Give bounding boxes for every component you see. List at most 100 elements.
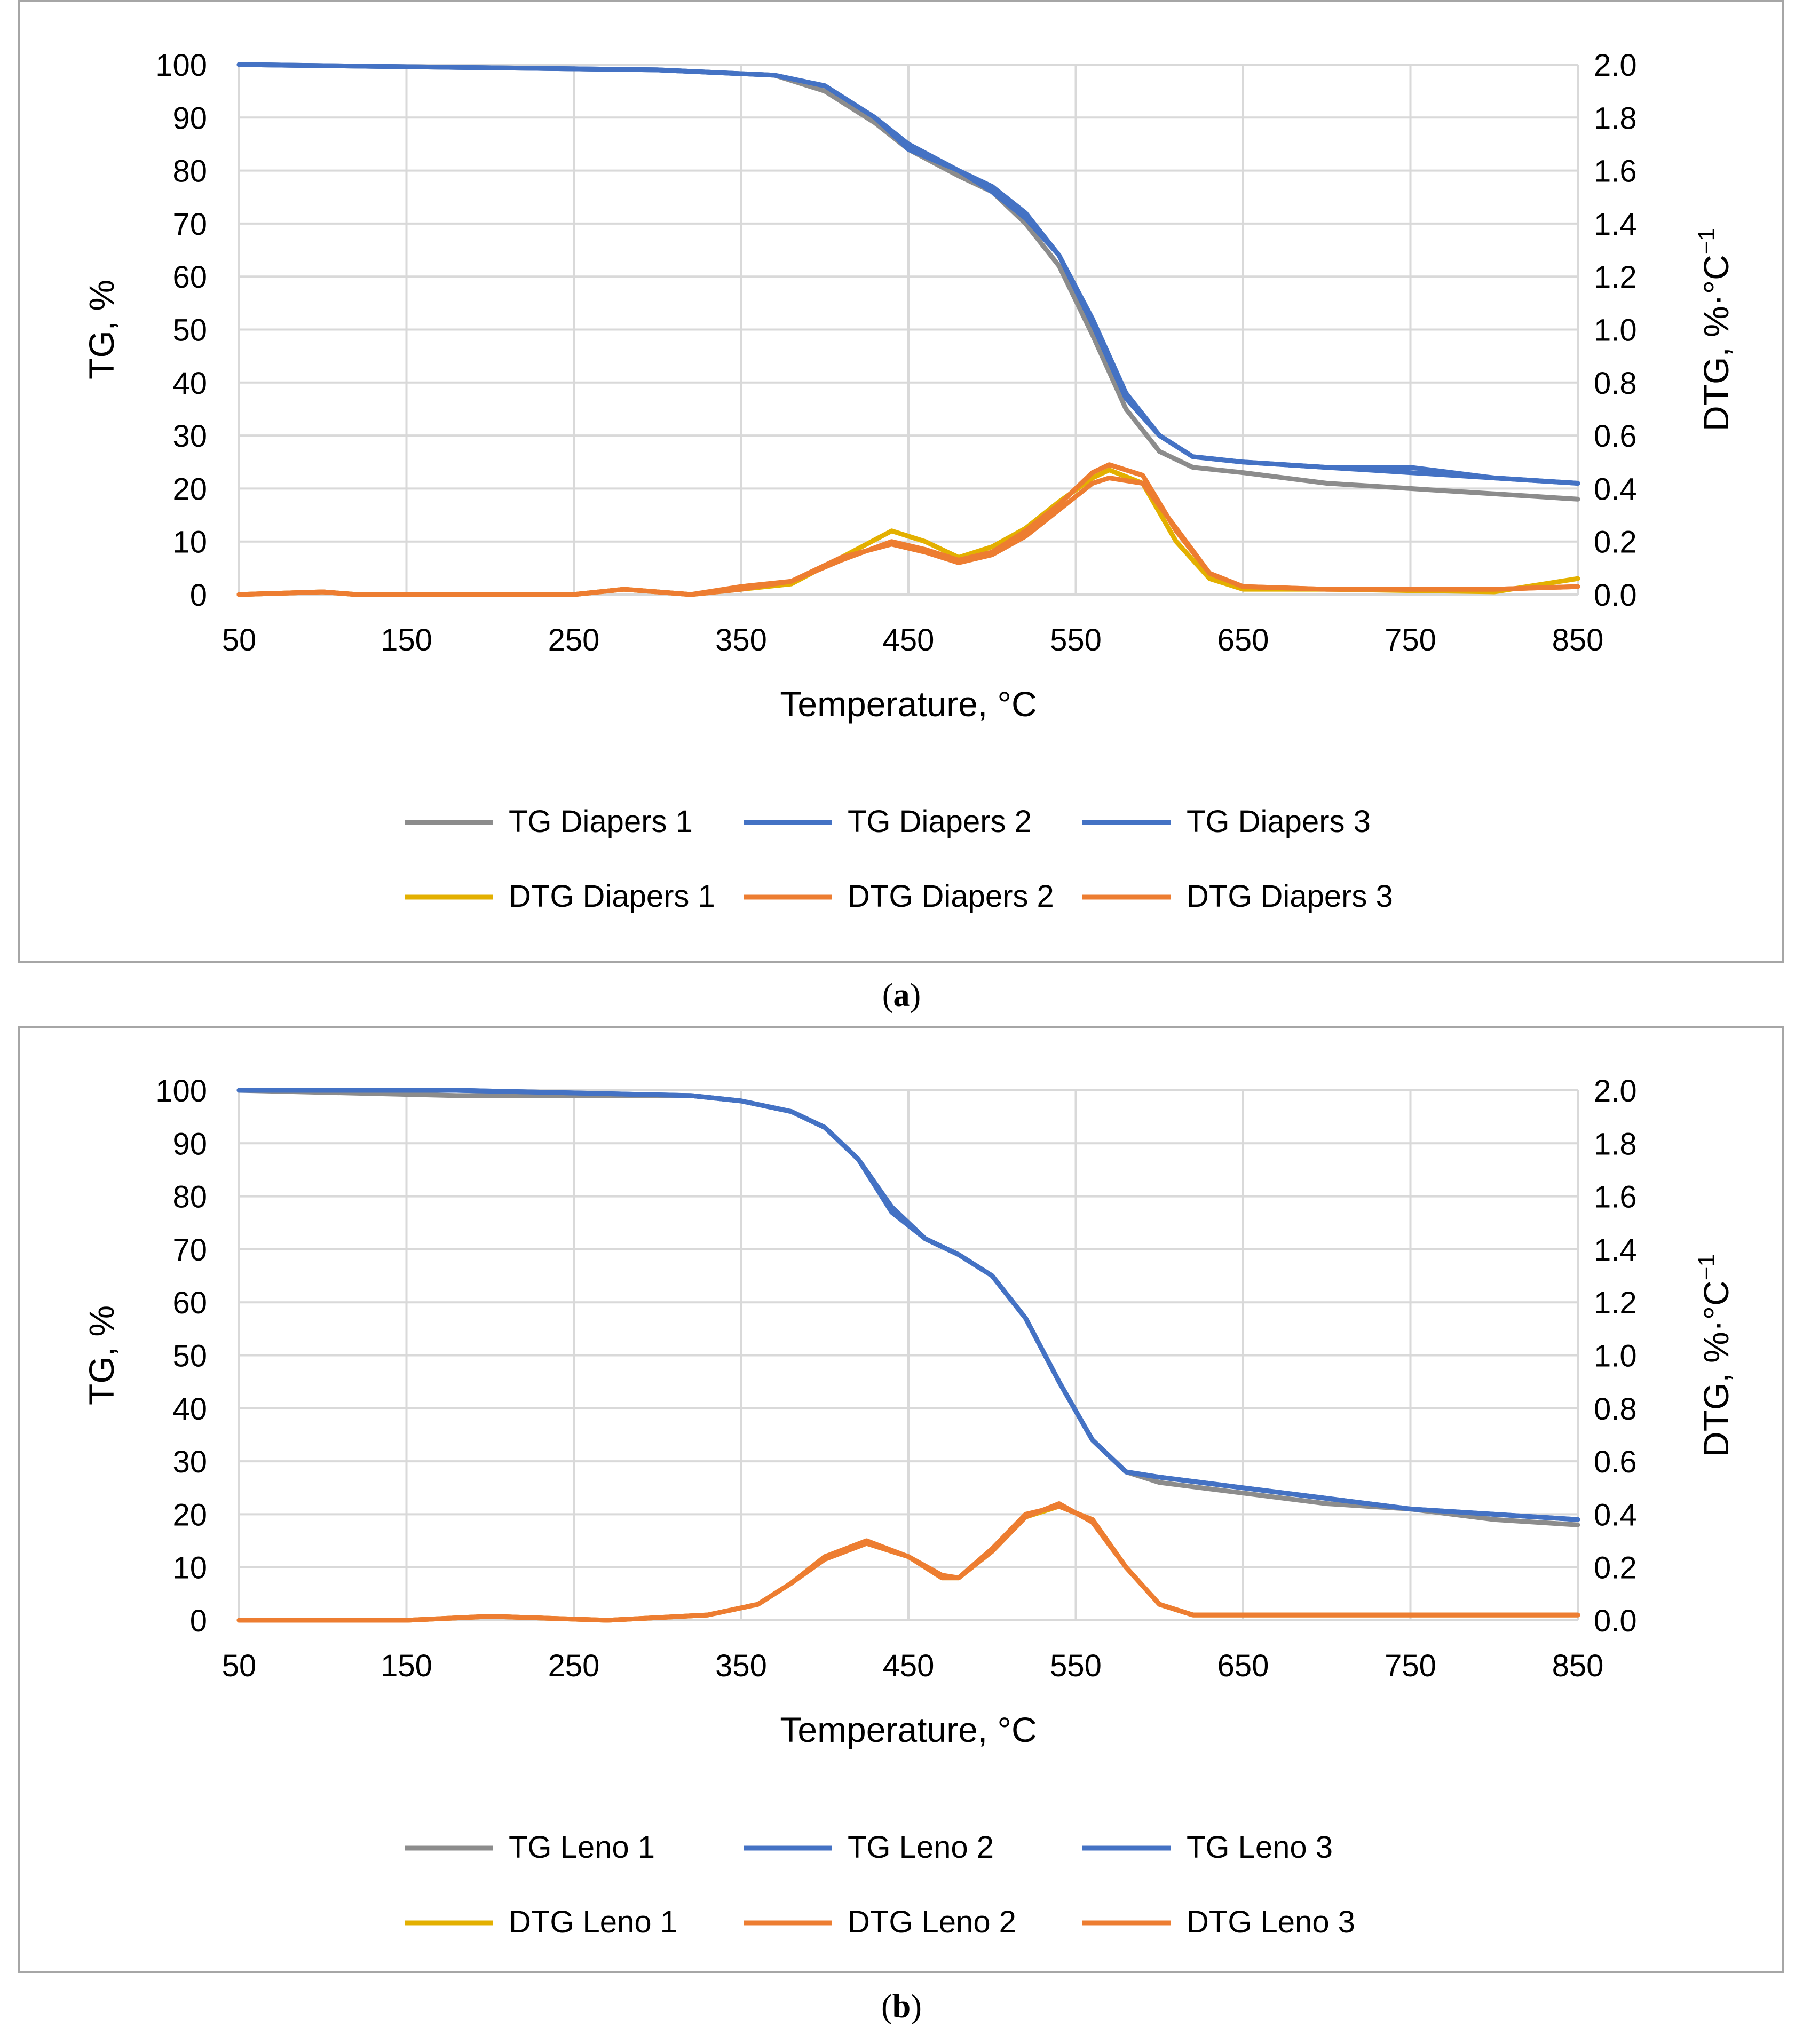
y-right-tick-label: 0.8 bbox=[1594, 1392, 1637, 1427]
chart-panel-a: 50 150 250 350 450 550 650 750 850 0 10 20 30 40 50 60 7… bbox=[18, 0, 1784, 963]
y-left-tick-label: 20 bbox=[172, 1498, 207, 1532]
y-right-tick-label: 0.6 bbox=[1594, 1445, 1637, 1479]
y-right-axis-title-superscript: −1 bbox=[1694, 228, 1720, 255]
series-group bbox=[236, 62, 1580, 597]
series-line-6 bbox=[236, 476, 1580, 597]
y-right-axis-title-main: DTG, %·°C bbox=[1696, 255, 1736, 431]
x-tick-label: 450 bbox=[883, 623, 935, 657]
y-left-tick-label: 40 bbox=[172, 366, 207, 401]
caption-b: (b) bbox=[0, 1988, 1803, 2026]
series-line-3 bbox=[236, 1088, 1580, 1522]
y-right-axis-title: DTG, %·°C−1 bbox=[1694, 228, 1736, 431]
y-left-tick-label: 10 bbox=[172, 1551, 207, 1586]
legend-label: DTG Diapers 2 bbox=[848, 879, 1054, 914]
y-right-tick-label: 1.8 bbox=[1594, 1127, 1637, 1161]
x-tick-label: 750 bbox=[1385, 623, 1436, 657]
y-left-tick-label: 80 bbox=[172, 1180, 207, 1215]
legend-label: TG Leno 2 bbox=[848, 1830, 994, 1865]
x-tick-label: 250 bbox=[548, 623, 600, 657]
chart-panel-b: 50 150 250 350 450 550 650 750 850 0 10 20 30 40 50 60 7… bbox=[18, 1026, 1784, 1973]
y-left-tick-label: 30 bbox=[172, 1445, 207, 1479]
legend-label: DTG Diapers 3 bbox=[1187, 879, 1393, 914]
y-left-tick-label: 0 bbox=[190, 1604, 207, 1638]
y-right-tick-label: 1.2 bbox=[1594, 260, 1637, 295]
x-tick-label: 50 bbox=[222, 623, 257, 657]
y-right-tick-label: 0.2 bbox=[1594, 525, 1637, 560]
legend-label: DTG Leno 2 bbox=[848, 1905, 1016, 1939]
y-left-tick-label: 30 bbox=[172, 419, 207, 454]
y-left-tick-label: 100 bbox=[155, 1074, 207, 1108]
caption-b-close: ) bbox=[911, 1988, 922, 2025]
y-right-tick-label: 1.0 bbox=[1594, 313, 1637, 348]
y-right-axis-title-superscript: −1 bbox=[1694, 1254, 1720, 1280]
y-right-tick-label: 2.0 bbox=[1594, 48, 1637, 83]
y-right-tick-label: 0.8 bbox=[1594, 366, 1637, 401]
x-tick-label: 550 bbox=[1050, 623, 1102, 657]
y-right-tick-label: 0.6 bbox=[1594, 419, 1637, 454]
chart-a: 50 150 250 350 450 550 650 750 850 0 10 20 30 40 50 60 7… bbox=[82, 48, 1736, 914]
caption-a: (a) bbox=[0, 977, 1803, 1015]
series-group bbox=[236, 1088, 1580, 1623]
y-right-tick-label: 2.0 bbox=[1594, 1074, 1637, 1108]
x-axis-title: Temperature, °C bbox=[780, 1710, 1037, 1749]
y-left-axis-title: TG, % bbox=[82, 280, 121, 379]
gridlines bbox=[238, 1089, 1579, 1621]
x-tick-label: 850 bbox=[1552, 1649, 1604, 1683]
y-right-tick-label: 0.4 bbox=[1594, 472, 1637, 506]
y-right-tick-label: 0.0 bbox=[1594, 1604, 1637, 1638]
y-right-tick-label: 1.0 bbox=[1594, 1339, 1637, 1374]
y-left-tick-label: 90 bbox=[172, 101, 207, 136]
y-left-tick-label: 70 bbox=[172, 207, 207, 242]
y-left-tick-label: 50 bbox=[172, 313, 207, 348]
series-line-6 bbox=[236, 1501, 1580, 1623]
x-tick-label: 450 bbox=[883, 1649, 935, 1683]
caption-a-open: ( bbox=[882, 977, 893, 1013]
y-right-tick-label: 1.6 bbox=[1594, 1180, 1637, 1215]
y-right-tick-label: 0.4 bbox=[1594, 1498, 1637, 1532]
x-tick-label: 250 bbox=[548, 1649, 600, 1683]
caption-a-letter: a bbox=[893, 977, 910, 1013]
caption-b-open: ( bbox=[881, 1988, 892, 2025]
legend-label: DTG Leno 1 bbox=[509, 1905, 677, 1939]
x-tick-label: 650 bbox=[1217, 1649, 1269, 1683]
chart-b: 50 150 250 350 450 550 650 750 850 0 10 20 30 40 50 60 7… bbox=[82, 1074, 1736, 1939]
series-line-3 bbox=[236, 62, 1580, 486]
y-right-tick-label: 1.4 bbox=[1594, 1233, 1637, 1267]
y-right-tick-label: 1.4 bbox=[1594, 207, 1637, 242]
x-tick-label: 850 bbox=[1552, 623, 1604, 657]
legend-label: TG Leno 3 bbox=[1187, 1830, 1333, 1865]
x-tick-label: 550 bbox=[1050, 1649, 1102, 1683]
y-left-tick-label: 90 bbox=[172, 1127, 207, 1161]
x-tick-label: 150 bbox=[381, 1649, 432, 1683]
legend-label: TG Diapers 3 bbox=[1187, 804, 1371, 839]
y-right-tick-label: 0.2 bbox=[1594, 1551, 1637, 1586]
y-left-tick-label: 70 bbox=[172, 1233, 207, 1267]
y-left-tick-label: 60 bbox=[172, 1286, 207, 1320]
y-right-tick-label: 1.2 bbox=[1594, 1286, 1637, 1320]
y-right-tick-label: 1.6 bbox=[1594, 154, 1637, 189]
y-left-tick-label: 0 bbox=[190, 578, 207, 613]
caption-a-close: ) bbox=[910, 977, 921, 1013]
x-tick-label: 350 bbox=[715, 1649, 767, 1683]
y-right-axis-title-main: DTG, %·°C bbox=[1696, 1280, 1736, 1457]
series-line-1 bbox=[236, 62, 1580, 502]
legend: TG Diapers 1 TG Diapers 2 TG Diapers 3 DTG … bbox=[405, 804, 1393, 914]
legend-label: DTG Diapers 1 bbox=[509, 879, 715, 914]
y-left-tick-label: 80 bbox=[172, 154, 207, 189]
legend-label: TG Leno 1 bbox=[509, 1830, 655, 1865]
x-axis-title: Temperature, °C bbox=[780, 684, 1037, 724]
x-tick-label: 150 bbox=[381, 623, 432, 657]
y-right-tick-label: 1.8 bbox=[1594, 101, 1637, 136]
caption-b-letter: b bbox=[892, 1988, 911, 2025]
y-right-axis-title: DTG, %·°C−1 bbox=[1694, 1254, 1736, 1457]
x-tick-label: 350 bbox=[715, 623, 767, 657]
y-left-tick-label: 20 bbox=[172, 472, 207, 506]
legend-label: TG Diapers 2 bbox=[848, 804, 1032, 839]
y-left-tick-label: 50 bbox=[172, 1339, 207, 1374]
y-left-tick-label: 10 bbox=[172, 525, 207, 560]
legend-label: DTG Leno 3 bbox=[1187, 1905, 1355, 1939]
x-tick-label: 50 bbox=[222, 1649, 257, 1683]
y-left-tick-label: 60 bbox=[172, 260, 207, 295]
legend-label: TG Diapers 1 bbox=[509, 804, 693, 839]
legend: TG Leno 1 TG Leno 2 TG Leno 3 DTG Leno 1 DTG… bbox=[405, 1830, 1355, 1939]
